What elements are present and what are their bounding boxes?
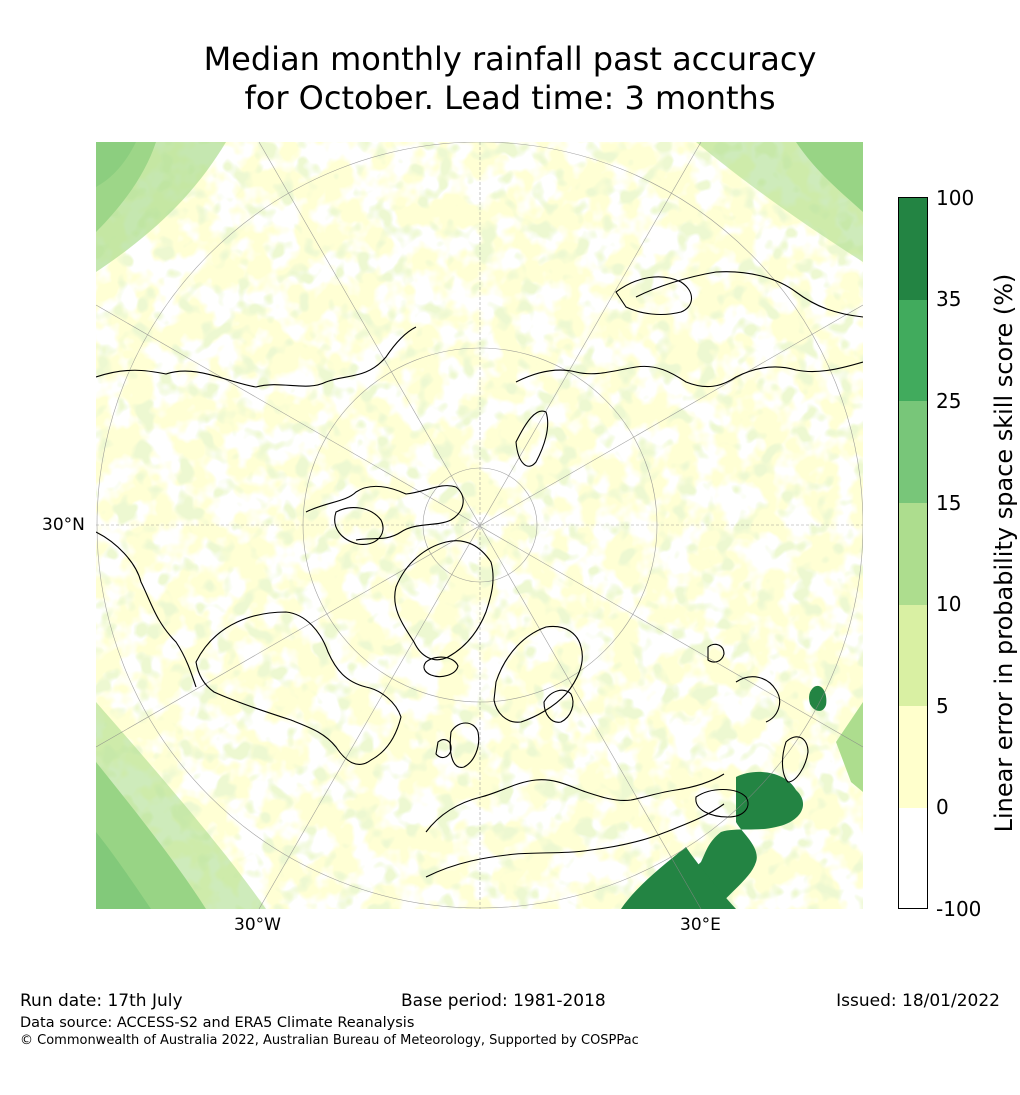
longitude-label-30w: 30°W <box>234 915 281 935</box>
coastlines <box>96 271 863 878</box>
skill-region-right-edge <box>836 702 863 792</box>
colorbar-bin-100-35 <box>899 198 927 300</box>
colorbar-tick-5: 5 <box>936 694 949 718</box>
iceland-coast <box>423 656 459 678</box>
north-america-coast <box>96 326 417 388</box>
labrador-coast <box>96 531 197 688</box>
british-isles-coast <box>449 722 480 768</box>
russian-arctic-coast <box>515 361 863 388</box>
colorbar-bin-35-25 <box>899 300 927 401</box>
green-mottling <box>96 142 863 909</box>
polar-map <box>96 142 863 909</box>
skill-region-top-right-band <box>696 142 863 262</box>
colorbar-label: Linear error in probability space skill … <box>990 273 1018 833</box>
title-line-1: Median monthly rainfall past accuracy <box>203 40 817 78</box>
east-siberia-coast <box>635 271 863 318</box>
colorbar-bin-0-minus100 <box>899 808 927 908</box>
longitude-label-30e: 30°E <box>680 915 721 935</box>
colorbar-tick-25: 25 <box>936 389 962 413</box>
colorbar-bin-15-10 <box>899 503 927 605</box>
title-line-2: for October. Lead time: 3 months <box>244 79 776 117</box>
colorbar-bin-25-15 <box>899 401 927 503</box>
data-source: Data source: ACCESS-S2 and ERA5 Climate … <box>20 1015 415 1031</box>
caspian-sea <box>707 643 725 663</box>
europe-coast <box>425 773 725 833</box>
run-date: Run date: 17th July <box>20 991 183 1011</box>
copyright: © Commonwealth of Australia 2022, Austra… <box>20 1033 639 1048</box>
issued-date: Issued: 18/01/2022 <box>836 991 1000 1011</box>
colorbar-tick-minus100: -100 <box>936 897 982 921</box>
colorbar-tick-10: 10 <box>936 592 962 616</box>
skill-region-bottom-left-band <box>96 702 266 909</box>
asia-interior-coast <box>735 676 781 723</box>
mediterranean-coast <box>425 803 725 878</box>
colorbar-tick-0: 0 <box>936 795 949 819</box>
colorbar-tick-100: 100 <box>936 186 975 210</box>
arctic-archipelago <box>305 485 464 541</box>
colorbar-tick-15: 15 <box>936 491 962 515</box>
scandinavia-coast <box>493 625 583 723</box>
caspian-coast <box>781 736 809 783</box>
map-svg <box>96 142 863 909</box>
latitude-label-30n: 30°N <box>42 515 85 535</box>
colorbar-tick-35: 35 <box>936 287 962 311</box>
greenland-coast <box>394 540 494 661</box>
high-skill-region <box>626 771 804 909</box>
chart-title: Median monthly rainfall past accuracy fo… <box>0 40 1020 118</box>
colorbar <box>898 197 928 909</box>
skill-region-top-left-band <box>96 142 226 272</box>
hudson-bay-coast <box>195 611 402 765</box>
siberian-islands <box>615 276 693 316</box>
colorbar-bin-5-0 <box>899 706 927 808</box>
high-skill-region-south <box>621 847 736 909</box>
base-period: Base period: 1981-2018 <box>401 991 606 1011</box>
skill-spot <box>809 685 827 711</box>
black-sea-coast <box>695 788 749 818</box>
colorbar-bin-10-5 <box>899 605 927 706</box>
baltic-coast <box>543 689 574 723</box>
novaya-zemlya <box>515 410 549 467</box>
ireland-coast <box>435 739 452 759</box>
